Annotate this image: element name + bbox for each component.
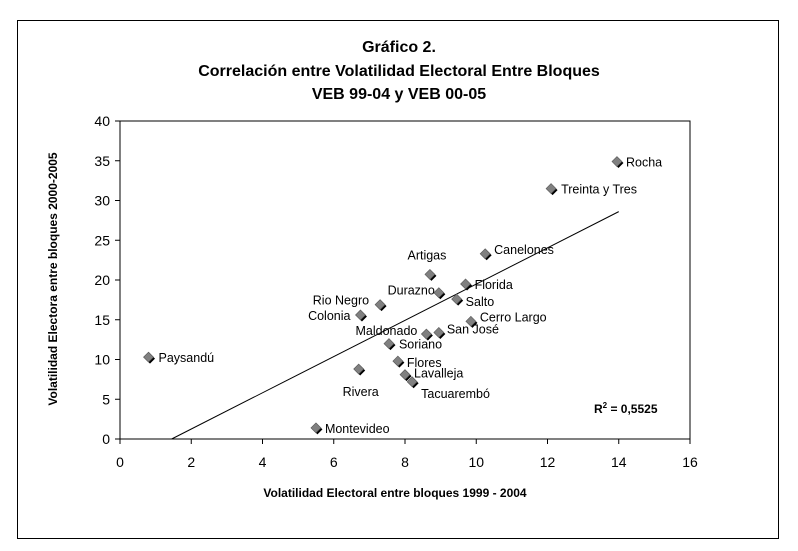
data-point [353, 363, 365, 375]
y-tick-label: 20 [94, 272, 110, 288]
x-tick-label: 12 [540, 454, 556, 470]
scatter-chart: Gráfico 2. Correlación entre Volatilidad… [46, 39, 698, 500]
data-point [355, 309, 366, 321]
point-label: Paysandú [159, 351, 215, 365]
x-tick-label: 14 [611, 454, 627, 470]
point-label: Rocha [626, 156, 662, 170]
data-point [465, 315, 477, 327]
x-tick-label: 16 [682, 454, 698, 470]
plot-area [119, 120, 691, 440]
data-point [374, 299, 386, 311]
data-point [545, 183, 557, 194]
data-point [310, 422, 322, 434]
chart-title-line-1: Gráfico 2. [362, 39, 436, 56]
y-tick-label: 15 [94, 312, 110, 328]
data-points [143, 156, 624, 435]
data-point [460, 278, 471, 290]
chart-title-line-3: VEB 99-04 y VEB 00-05 [312, 86, 486, 103]
point-label: Canelones [494, 243, 554, 257]
y-tick-label: 40 [94, 113, 110, 129]
data-point [479, 248, 491, 260]
trendline [171, 211, 619, 440]
y-tick-label: 25 [94, 232, 110, 248]
x-tick-label: 6 [330, 454, 338, 470]
point-label: San José [447, 322, 499, 336]
x-axis-ticks: 0 2 4 6 8 10 12 14 16 [116, 439, 698, 470]
point-label: Flores [407, 356, 442, 370]
point-label: Cerro Largo [480, 310, 547, 324]
point-label: Florida [475, 278, 513, 292]
point-label: Treinta y Tres [561, 183, 637, 197]
point-label: Lavalleja [414, 367, 463, 381]
data-point [433, 327, 445, 338]
y-tick-label: 10 [94, 352, 110, 368]
point-label: Montevideo [325, 422, 390, 436]
data-point [383, 338, 395, 350]
y-axis-label: Volatilidad Electora entre bloques 2000-… [46, 152, 60, 406]
y-tick-label: 0 [102, 431, 110, 447]
x-axis-label: Volatilidad Electoral entre bloques 1999… [263, 486, 527, 500]
y-tick-label: 35 [94, 153, 110, 169]
data-point [399, 369, 411, 381]
chart-title-line-2: Correlación entre Volatilidad Electoral … [198, 63, 600, 80]
data-point [424, 269, 436, 280]
data-point [143, 351, 154, 363]
data-point [451, 293, 463, 305]
data-point [392, 355, 404, 367]
data-point [433, 287, 445, 299]
x-tick-label: 2 [187, 454, 195, 470]
point-label: Soriano [399, 338, 442, 352]
data-point [611, 156, 623, 167]
point-label: Maldonado [356, 324, 418, 338]
r-squared-annotation: R2 = 0,5525 [594, 401, 658, 416]
point-label: Artigas [407, 248, 446, 262]
data-point [420, 328, 432, 340]
y-tick-label: 5 [102, 391, 110, 407]
point-label: Tacuarembó [421, 387, 490, 401]
x-tick-label: 8 [401, 454, 409, 470]
x-tick-label: 0 [116, 454, 124, 470]
data-point [406, 376, 418, 388]
point-label: Salto [466, 295, 495, 309]
point-label: Rio Negro [313, 294, 369, 308]
trendline-group [171, 211, 619, 440]
point-labels: Rocha Treinta y Tres Canelones Artigas Flori… [159, 156, 663, 436]
chart-frame: Gráfico 2. Correlación entre Volatilidad… [17, 20, 779, 539]
point-label: Durazno [388, 284, 435, 298]
y-axis-ticks: 0 5 10 15 20 25 30 35 40 [94, 113, 120, 447]
y-tick-label: 30 [94, 193, 110, 209]
point-label: Rivera [343, 385, 379, 399]
x-tick-label: 4 [259, 454, 267, 470]
point-label: Colonia [308, 309, 350, 323]
x-tick-label: 10 [468, 454, 484, 470]
